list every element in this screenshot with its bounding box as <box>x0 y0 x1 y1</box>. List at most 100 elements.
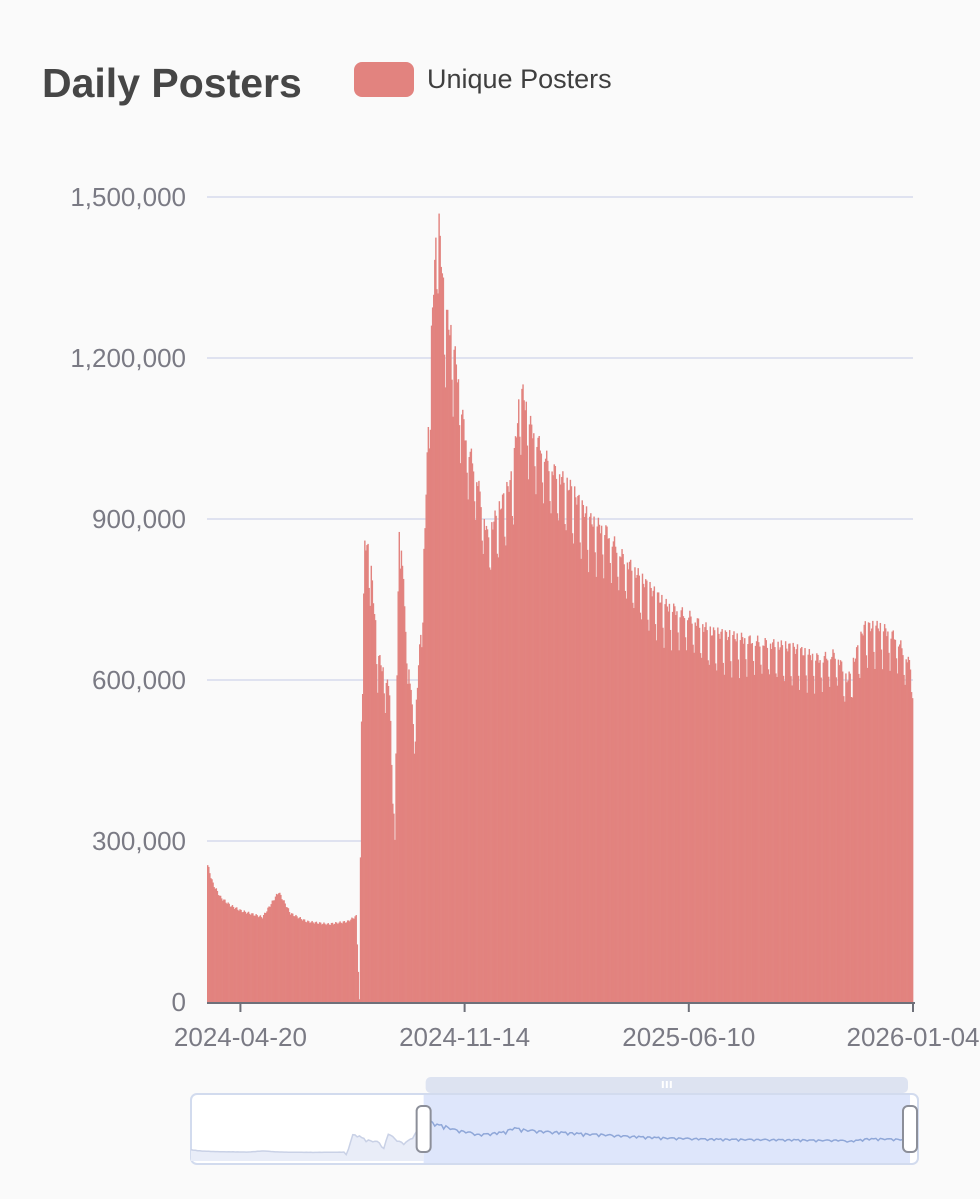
bar <box>448 329 450 1003</box>
bar <box>611 546 614 1002</box>
bar <box>833 652 835 1002</box>
bar <box>838 665 841 1002</box>
bar <box>293 916 295 1002</box>
bar <box>562 471 564 1002</box>
bar <box>787 651 789 1002</box>
bar <box>363 593 365 1002</box>
bar <box>760 664 762 1002</box>
bar <box>381 671 383 1002</box>
bar <box>699 653 702 1002</box>
bar <box>540 453 543 1002</box>
bar <box>434 259 436 1003</box>
bar <box>383 693 385 1002</box>
bar <box>782 675 785 1002</box>
bar <box>597 517 600 1002</box>
bar <box>430 325 433 1002</box>
bar <box>808 649 811 1002</box>
bar <box>829 686 831 1002</box>
bar <box>666 606 668 1002</box>
bar <box>468 457 470 1002</box>
bar <box>218 895 221 1002</box>
bar <box>260 917 263 1002</box>
bar <box>480 507 482 1002</box>
bar <box>855 647 858 1002</box>
bar <box>364 540 366 1002</box>
y-tick-label: 900,000 <box>92 504 186 534</box>
slider-handle-right[interactable] <box>902 1105 918 1153</box>
bar <box>484 530 487 1002</box>
bar <box>742 643 745 1002</box>
bar <box>398 531 400 1002</box>
y-tick-label: 300,000 <box>92 826 186 856</box>
bar <box>421 647 423 1002</box>
bar <box>314 922 317 1002</box>
bar <box>513 447 516 1002</box>
bar <box>546 450 548 1002</box>
legend[interactable]: Unique Posters <box>354 62 612 97</box>
bar <box>704 627 706 1002</box>
bar <box>440 266 442 1002</box>
legend-swatch-unique-posters[interactable] <box>354 62 414 97</box>
bar <box>734 639 736 1002</box>
zoom-slider[interactable] <box>190 1077 919 1165</box>
bar <box>387 685 390 1002</box>
bar <box>756 635 759 1002</box>
bar <box>697 618 700 1002</box>
bar <box>721 629 723 1002</box>
bar <box>469 451 472 1002</box>
bar <box>781 645 784 1002</box>
bar <box>846 682 848 1002</box>
bar <box>441 273 444 1002</box>
slider-handle-left[interactable] <box>415 1105 432 1153</box>
bar <box>676 611 678 1002</box>
bar <box>239 909 241 1002</box>
bar <box>274 896 277 1002</box>
bar <box>435 237 437 1003</box>
bar <box>437 293 439 1002</box>
bar <box>854 658 857 1002</box>
bar <box>217 895 220 1002</box>
bar <box>878 631 880 1002</box>
bar <box>427 426 430 1002</box>
bar <box>804 648 806 1002</box>
bar <box>473 501 476 1002</box>
bar <box>520 454 522 1003</box>
bar <box>669 629 672 1002</box>
bar <box>670 650 673 1002</box>
bar <box>581 500 583 1002</box>
bar <box>370 565 373 1002</box>
bar <box>636 574 638 1002</box>
bar <box>246 912 249 1002</box>
bar <box>638 575 640 1002</box>
bar <box>893 639 896 1002</box>
bar <box>428 448 431 1002</box>
bar <box>623 564 625 1002</box>
bar <box>479 491 481 1002</box>
y-tick-label: 1,500,000 <box>70 182 186 212</box>
bar <box>727 636 730 1002</box>
bar <box>493 521 495 1002</box>
legend-label-unique-posters[interactable]: Unique Posters <box>427 64 612 94</box>
bar <box>689 610 691 1002</box>
bar <box>577 495 579 1002</box>
bar <box>498 501 501 1002</box>
bar <box>673 603 675 1002</box>
bar <box>859 677 861 1002</box>
bar <box>811 653 814 1002</box>
bar <box>470 448 473 1003</box>
bar <box>380 665 382 1002</box>
bar <box>643 587 646 1002</box>
bar <box>529 415 532 1002</box>
bar <box>549 501 551 1002</box>
bar <box>654 624 657 1002</box>
bar <box>565 530 567 1002</box>
bar <box>758 642 760 1002</box>
bar <box>382 667 384 1002</box>
bar <box>831 656 833 1002</box>
bar <box>882 631 885 1002</box>
bar <box>236 907 238 1002</box>
bar <box>519 436 521 1003</box>
bar <box>830 659 832 1002</box>
bar <box>238 910 240 1002</box>
bar <box>832 649 834 1002</box>
